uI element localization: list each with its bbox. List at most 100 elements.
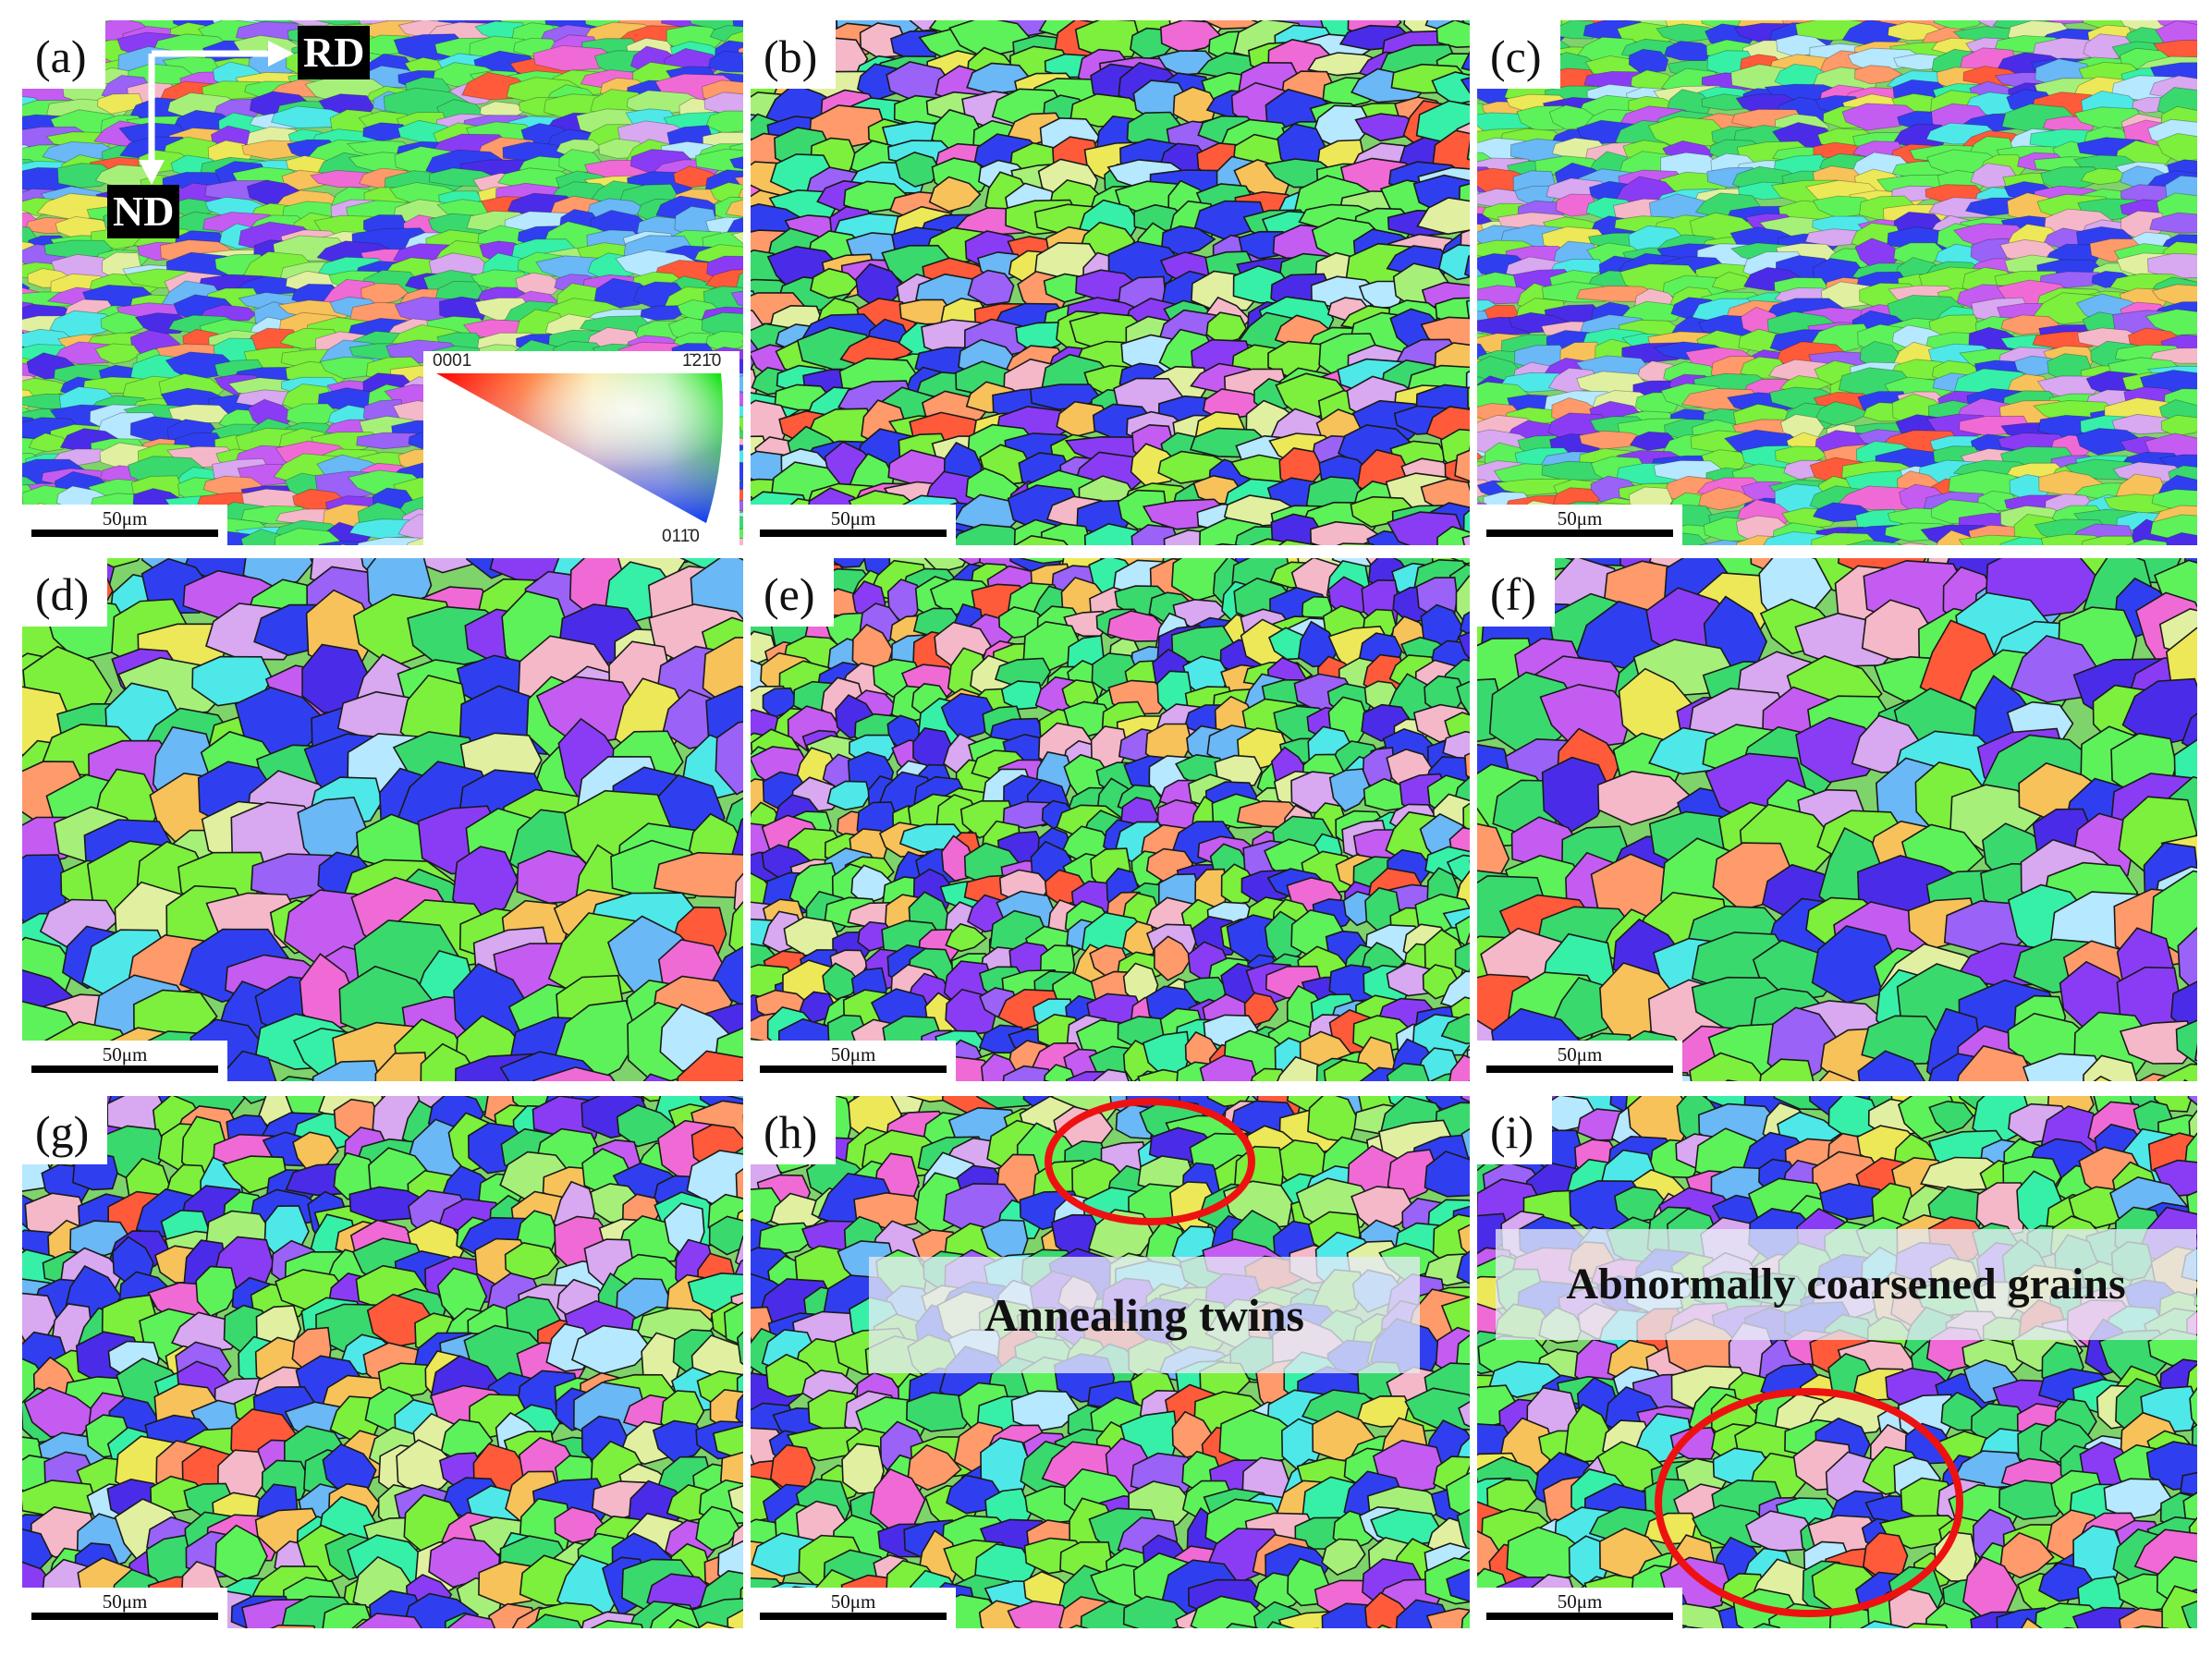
grain [590,1619,644,1628]
grain [822,962,862,1001]
grain [770,1192,830,1231]
grain-map [22,558,743,1081]
grain [1647,116,1727,149]
grain [374,1052,430,1081]
grain [1205,311,1248,345]
grain [2187,1096,2197,1106]
legend-label-0001: 0001 [433,351,472,371]
grain [1456,680,1470,716]
scale-bar: 50μm [22,1588,227,1628]
grain [1818,1070,1856,1081]
grain [696,1621,735,1628]
grain [49,310,122,339]
grain [571,1324,653,1375]
grain [1044,1064,1077,1081]
grain [1456,1250,1470,1285]
grain [1836,485,1921,510]
grain [1013,534,1069,545]
grain [2177,926,2197,995]
grain [730,290,743,307]
grain [1440,1013,1470,1045]
grain [1436,526,1470,545]
grain [1251,1067,1288,1081]
grain [94,343,141,365]
scale-bar-line [31,1065,218,1073]
grain [758,1222,816,1256]
grain [2151,284,2197,306]
grain [731,817,743,859]
grain [532,44,619,72]
grain [2146,252,2197,279]
grain [1957,1044,2037,1081]
grain [2133,1625,2169,1628]
grain [1462,509,1470,537]
scale-bar: 50μm [751,1041,956,1081]
grain [1689,1052,1767,1081]
scale-bar-line [760,1065,947,1073]
scale-bar: 50μm [22,1041,227,1081]
scale-bar-label: 50μm [102,1590,148,1613]
grain [1698,487,1755,511]
grain [1376,1624,1393,1628]
scale-bar-label: 50μm [102,507,148,530]
grain [729,156,743,170]
grain [1620,300,1684,323]
scale-bar: 50μm [1477,505,1682,545]
scale-bar-line [31,1613,218,1620]
grain [1424,1151,1470,1198]
grain [1010,1390,1081,1432]
panel-label: (h) [751,1096,837,1164]
grain [1270,513,1324,545]
panel-label: (g) [22,1096,108,1164]
grain [1467,386,1470,409]
grain [2180,1471,2197,1496]
grain-map [751,558,1470,1081]
grain [1463,254,1470,277]
grain [1106,610,1165,642]
grain [1386,1062,1430,1081]
grain [1454,449,1470,482]
grain [1460,51,1470,71]
ebsd-map-g: (g) 50μm [22,1096,743,1628]
grain [2080,167,2129,186]
grain [504,1241,560,1284]
grain [1928,1100,1974,1134]
grain [1854,65,1903,85]
grain [1861,1015,1943,1065]
grain [2183,1078,2189,1081]
grain [1628,48,1669,75]
grain [2156,132,2197,163]
grain [1336,542,1375,545]
grain [356,432,426,450]
grain [2103,1478,2173,1520]
grain [894,151,941,188]
rd-label: RD [298,26,371,79]
grain [214,1524,268,1582]
grain [1431,71,1470,105]
grain [2151,489,2197,510]
grain [1933,20,1985,31]
ipf-color-key: 0001 1̄21̄0 011̄0 [423,351,739,549]
scale-bar-label: 50μm [830,1043,876,1065]
grain [735,272,743,291]
grain [642,1073,675,1081]
grain [1460,1127,1470,1159]
grain [1153,935,1193,981]
grain [723,1301,743,1347]
grain [966,62,1033,95]
panel-label: (d) [22,558,108,627]
grain [705,331,743,352]
grain [2125,539,2176,545]
scale-bar-label: 50μm [102,1043,148,1065]
grain [1199,1054,1259,1081]
annealing-twins-callout: Annealing twins [869,1257,1420,1373]
legend-label-1210: 1̄21̄0 [682,351,722,371]
grain [222,1050,277,1081]
scale-bar-line [760,1613,947,1620]
grain [1000,680,1045,711]
grain [525,1613,582,1628]
grain [407,558,483,574]
panel-label: (a) [22,20,105,89]
grain [2149,212,2197,234]
grain [1309,520,1383,545]
